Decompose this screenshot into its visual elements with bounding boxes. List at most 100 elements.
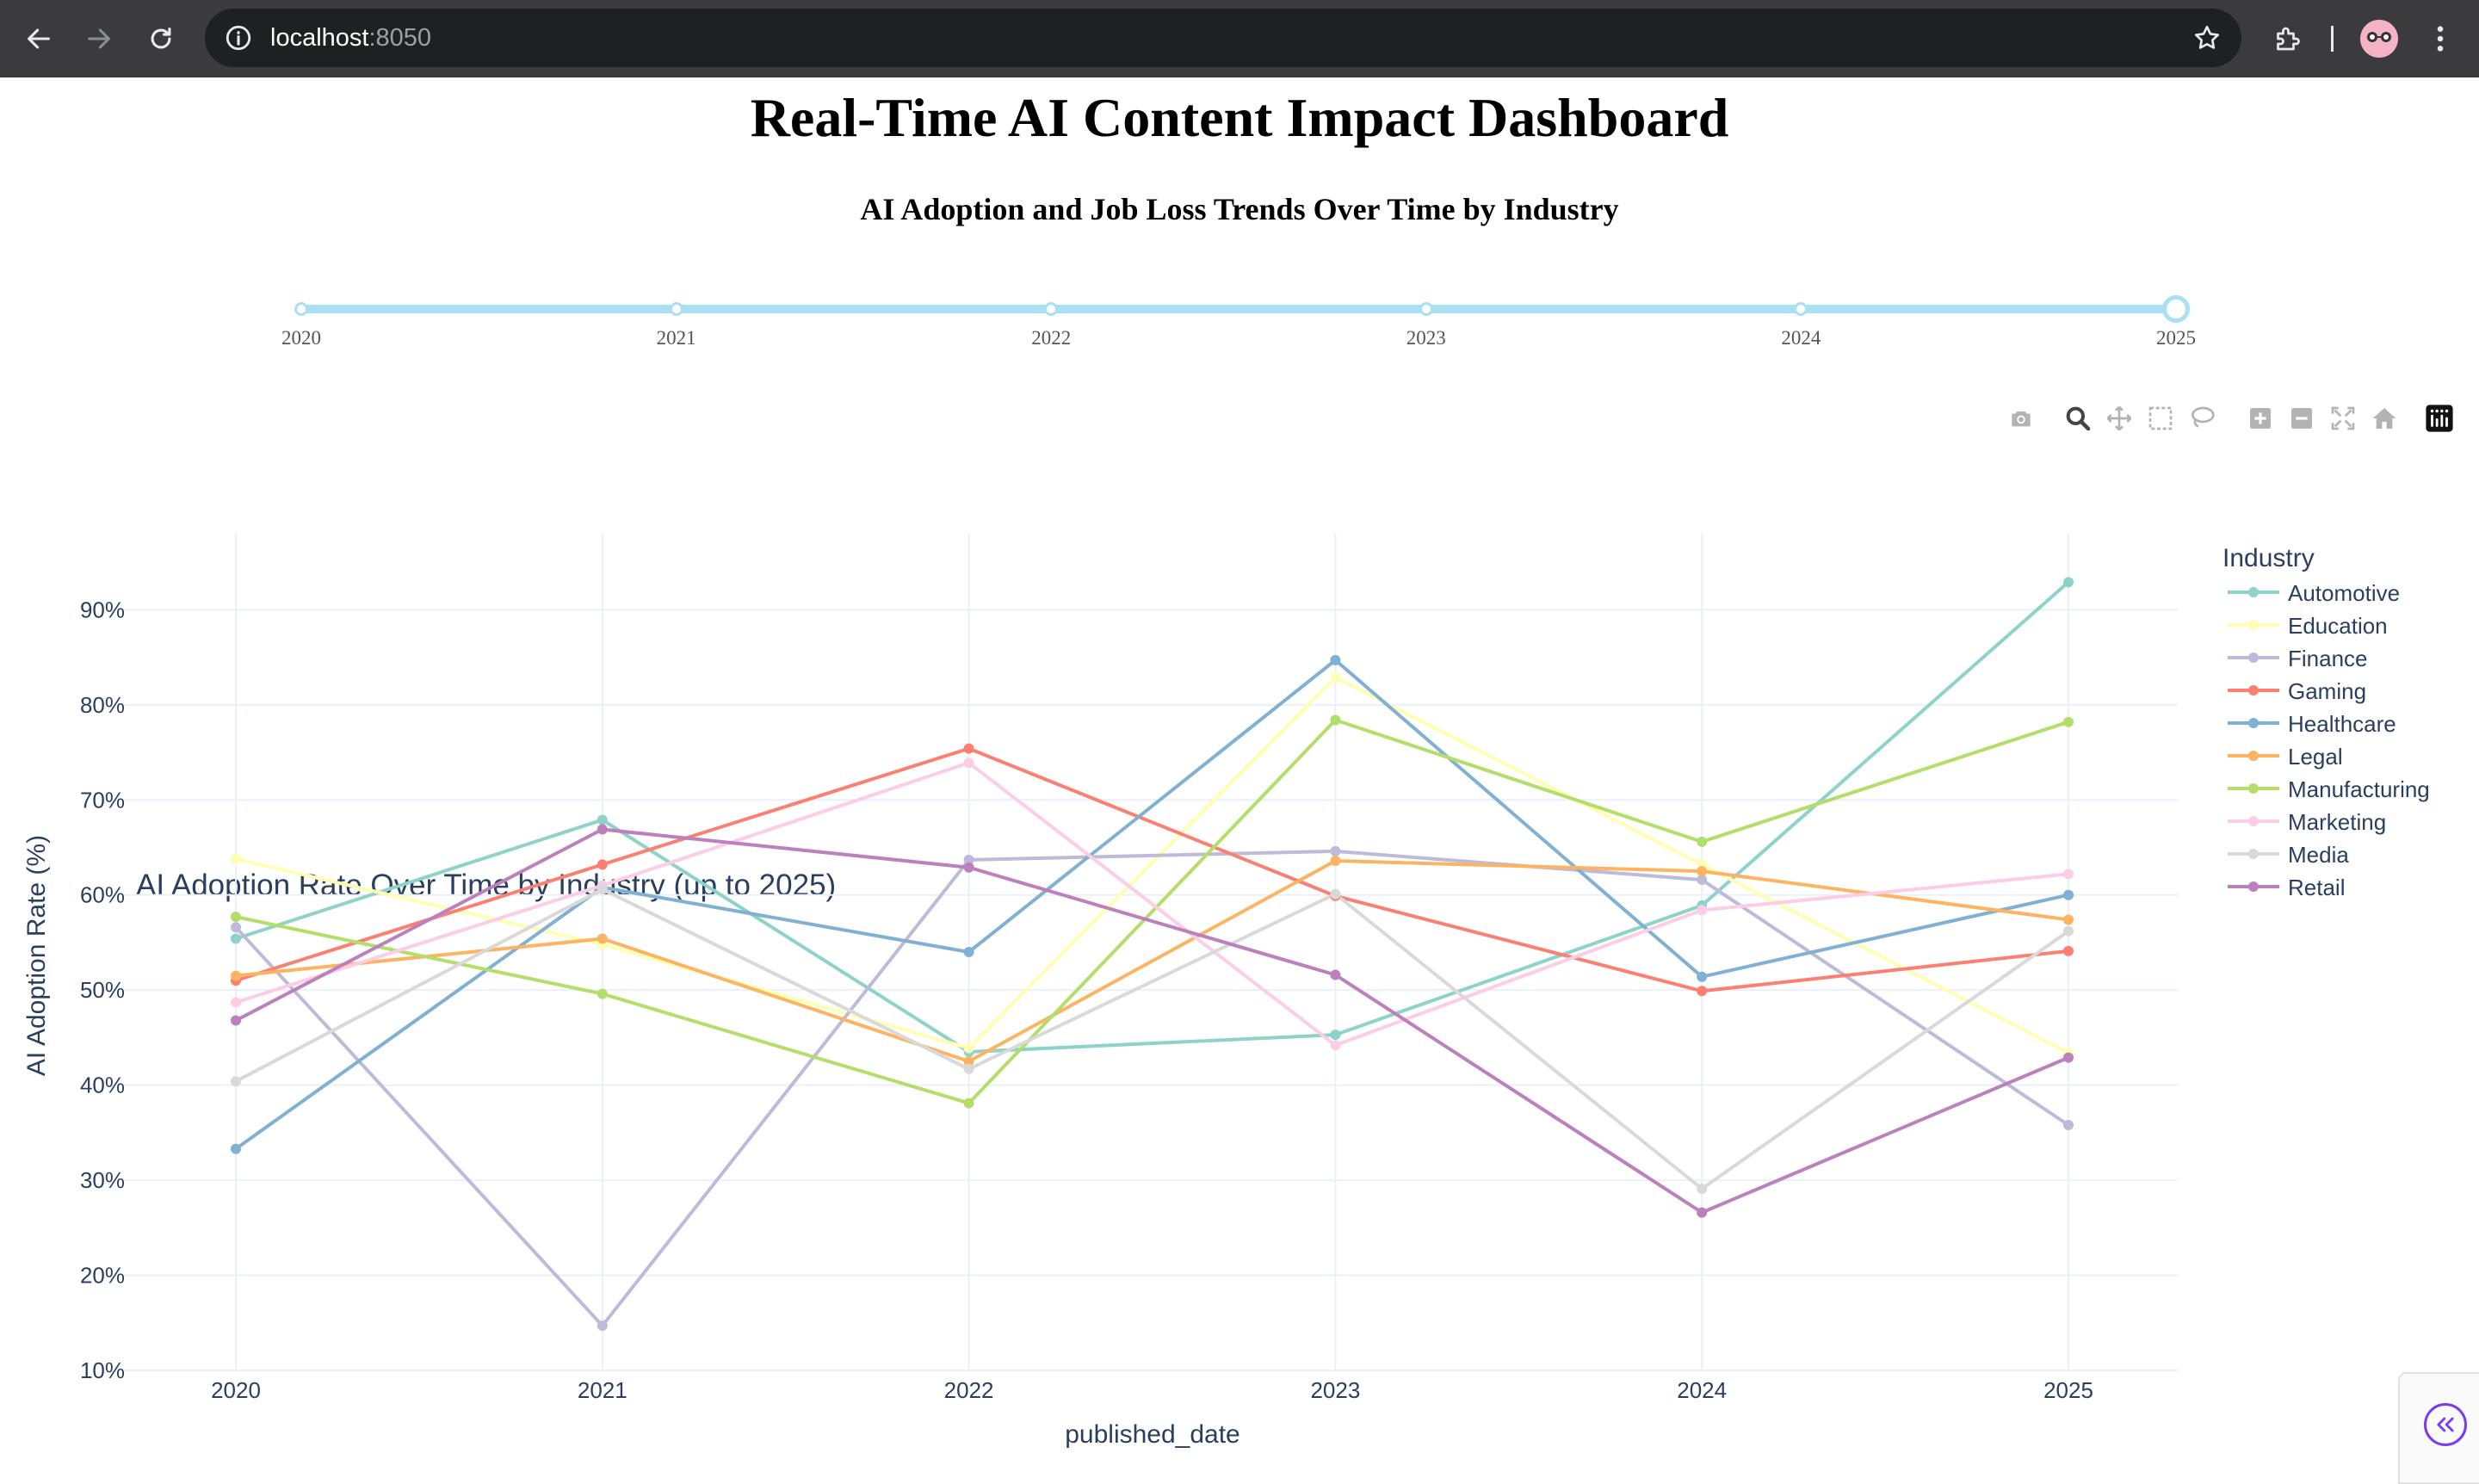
reload-button[interactable] [139, 17, 182, 60]
y-tick-label: 80% [80, 692, 125, 718]
x-tick-label: 2024 [1677, 1377, 1727, 1403]
slider-mark-label[interactable]: 2021 [656, 327, 696, 349]
adoption-line-chart[interactable]: AI Adoption Rate Over Time by Industry (… [0, 430, 2479, 1477]
autoscale-icon[interactable] [2328, 403, 2358, 434]
address-bar[interactable]: localhost:8050 [205, 9, 2241, 67]
slider-dot-2023[interactable] [1419, 302, 1433, 316]
data-point [963, 947, 974, 957]
y-tick-label: 70% [80, 787, 125, 813]
camera-icon[interactable] [2006, 403, 2037, 434]
reset-axes-icon[interactable] [2369, 403, 2400, 434]
data-point [231, 1143, 241, 1154]
chart-legend: Industry Automotive Education Finance Gamin… [2222, 544, 2430, 900]
site-info-icon[interactable] [224, 23, 253, 57]
data-point [963, 854, 974, 865]
legend-marker [2248, 751, 2259, 761]
data-point [231, 1076, 241, 1087]
legend-marker [2248, 685, 2259, 696]
legend-item-label: Retail [2288, 875, 2345, 900]
data-point [1697, 866, 1708, 877]
data-point [963, 1056, 974, 1067]
profile-avatar[interactable] [2360, 20, 2398, 58]
legend-item-label: Education [2288, 613, 2388, 639]
slider-dot-2021[interactable] [669, 302, 683, 316]
browser-menu-button[interactable] [2419, 17, 2462, 60]
collapse-chevrons-icon[interactable] [2424, 1403, 2467, 1446]
data-point [597, 1320, 608, 1332]
y-tick-label: 20% [80, 1263, 125, 1289]
slider-rail[interactable] [301, 305, 2176, 313]
series-line-gaming [235, 746, 2069, 993]
bookmark-star-icon[interactable] [2192, 22, 2222, 58]
pan-icon[interactable] [2104, 403, 2135, 434]
legend-title: Industry [2222, 544, 2315, 572]
arrow-left-icon [28, 28, 50, 49]
extensions-button[interactable] [2266, 17, 2309, 60]
slider-handle[interactable] [2162, 295, 2190, 323]
url-text: localhost:8050 [270, 24, 432, 52]
y-tick-label: 30% [80, 1167, 125, 1193]
data-point [597, 824, 608, 835]
series-line-retail [235, 827, 2069, 1215]
data-point [597, 933, 608, 944]
x-tick-label: 2025 [2043, 1377, 2093, 1403]
data-point [963, 743, 974, 754]
slider-mark-label[interactable]: 2022 [1031, 327, 1072, 349]
y-tick-label: 10% [80, 1357, 125, 1383]
zoom-out-icon[interactable] [2286, 403, 2317, 434]
series-line-healthcare [234, 658, 2069, 1151]
data-point [2063, 869, 2074, 880]
forward-button[interactable] [77, 17, 121, 60]
zoom-icon[interactable] [2062, 403, 2093, 434]
dev-tools-toggle[interactable] [2398, 1372, 2479, 1484]
data-point [2063, 945, 2074, 956]
page-title: Real-Time AI Content Impact Dashboard [750, 87, 1729, 148]
series-line-marketing [235, 761, 2069, 1048]
x-tick-label: 2023 [1310, 1377, 1360, 1403]
y-tick-label: 40% [80, 1073, 125, 1098]
data-point [231, 922, 241, 933]
zoom-in-icon[interactable] [2245, 403, 2276, 434]
x-tick-label: 2020 [211, 1377, 261, 1403]
data-point [963, 757, 974, 769]
x-tick-label: 2021 [578, 1377, 627, 1403]
legend-item-label: Marketing [2288, 809, 2386, 835]
data-point [597, 988, 608, 999]
data-point [2063, 716, 2074, 727]
slider-dot-2022[interactable] [1044, 302, 1059, 316]
arrow-right-icon [88, 28, 110, 49]
legend-item-label: Legal [2288, 744, 2343, 770]
data-point [2063, 889, 2074, 900]
legend-item-label: Media [2288, 842, 2349, 868]
y-axis-label: AI Adoption Rate (%) [22, 835, 51, 1076]
legend-item-label: Finance [2288, 646, 2368, 671]
data-point [597, 884, 608, 895]
data-point [2063, 1052, 2074, 1063]
data-point [231, 997, 241, 1008]
data-point [231, 912, 241, 923]
series-line-automotive [235, 580, 2070, 1054]
slider-dot-2024[interactable] [1794, 302, 1808, 316]
data-point [963, 1098, 974, 1109]
series-line-education [235, 675, 2069, 1054]
slider-mark-label[interactable]: 2020 [281, 327, 321, 349]
back-button[interactable] [17, 17, 60, 60]
series-line-legal [235, 859, 2069, 1063]
data-point [1697, 875, 1708, 886]
slider-dot-2020[interactable] [294, 302, 308, 316]
data-point [1330, 969, 1341, 980]
y-tick-label: 50% [80, 977, 125, 1003]
box-select-icon[interactable] [2145, 403, 2176, 434]
plotly-logo-icon[interactable] [2424, 403, 2455, 434]
slider-mark-label[interactable]: 2024 [1781, 327, 1821, 349]
slider-mark-label[interactable]: 2023 [1406, 327, 1446, 349]
toolbar-divider [2331, 26, 2334, 52]
legend-marker [2248, 652, 2259, 663]
data-point [1697, 905, 1708, 916]
chart-title: AI Adoption Rate Over Time by Industry (… [136, 869, 836, 902]
lasso-select-icon[interactable] [2186, 403, 2217, 434]
legend-item-label: Gaming [2288, 678, 2366, 704]
page-subtitle: AI Adoption and Job Loss Trends Over Tim… [860, 192, 1619, 226]
slider-mark-label[interactable]: 2025 [2156, 327, 2196, 349]
year-slider[interactable]: 2020 2021 2022 2023 2024 2025 [0, 284, 2479, 362]
